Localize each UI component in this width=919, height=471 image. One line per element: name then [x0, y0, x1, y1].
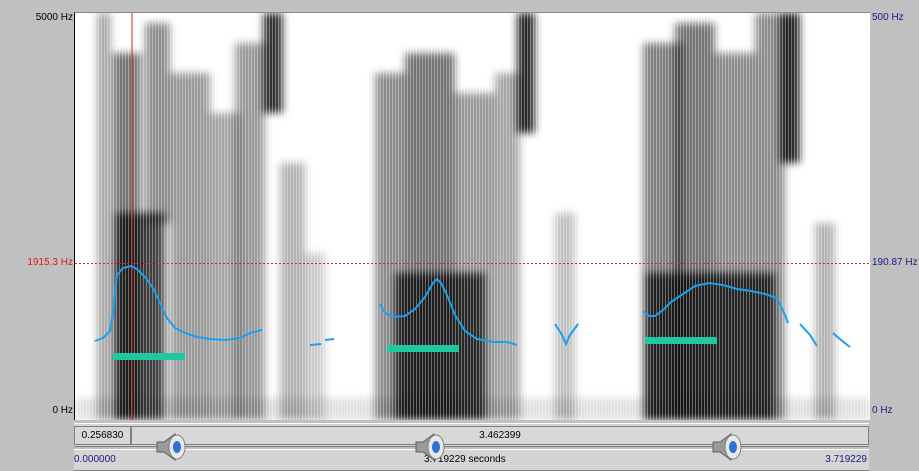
- formant-marker: [387, 345, 459, 352]
- freq-top-label: 5000 Hz: [35, 12, 73, 23]
- formant-marker: [645, 337, 717, 344]
- play-start-segment-button[interactable]: [155, 432, 193, 462]
- speaker-icon: [415, 433, 445, 461]
- formant-markers: [113, 337, 717, 360]
- play-selection-button[interactable]: [414, 432, 452, 462]
- cursor-freq-label: 1915.3 Hz: [27, 257, 73, 268]
- pitch-contour: [94, 264, 851, 348]
- freq-bottom-label: 0 Hz: [52, 405, 73, 416]
- selection-bar: 0.256830 3.462399: [74, 423, 869, 447]
- pitch-top-label: 500 Hz: [872, 12, 904, 23]
- selection-start-segment[interactable]: 0.256830: [74, 426, 131, 445]
- spectrogram-plot: [75, 13, 870, 420]
- speaker-icon: [156, 433, 186, 461]
- spectrogram-view[interactable]: [74, 12, 870, 420]
- timeline-end: 3.719229: [825, 454, 867, 465]
- pitch-bottom-label: 0 Hz: [872, 405, 893, 416]
- speaker-icon: [712, 433, 742, 461]
- timeline-total: 3.719229 seconds: [424, 454, 506, 465]
- cursor-pitch-label: 190.87 Hz: [872, 257, 918, 268]
- formant-marker: [113, 353, 185, 360]
- selection-main-segment[interactable]: 3.462399: [131, 426, 869, 445]
- timeline-start: 0.000000: [74, 454, 116, 465]
- timeline-bar[interactable]: 0.000000 3.719229 seconds 3.719229: [74, 449, 869, 471]
- play-all-button[interactable]: [711, 432, 749, 462]
